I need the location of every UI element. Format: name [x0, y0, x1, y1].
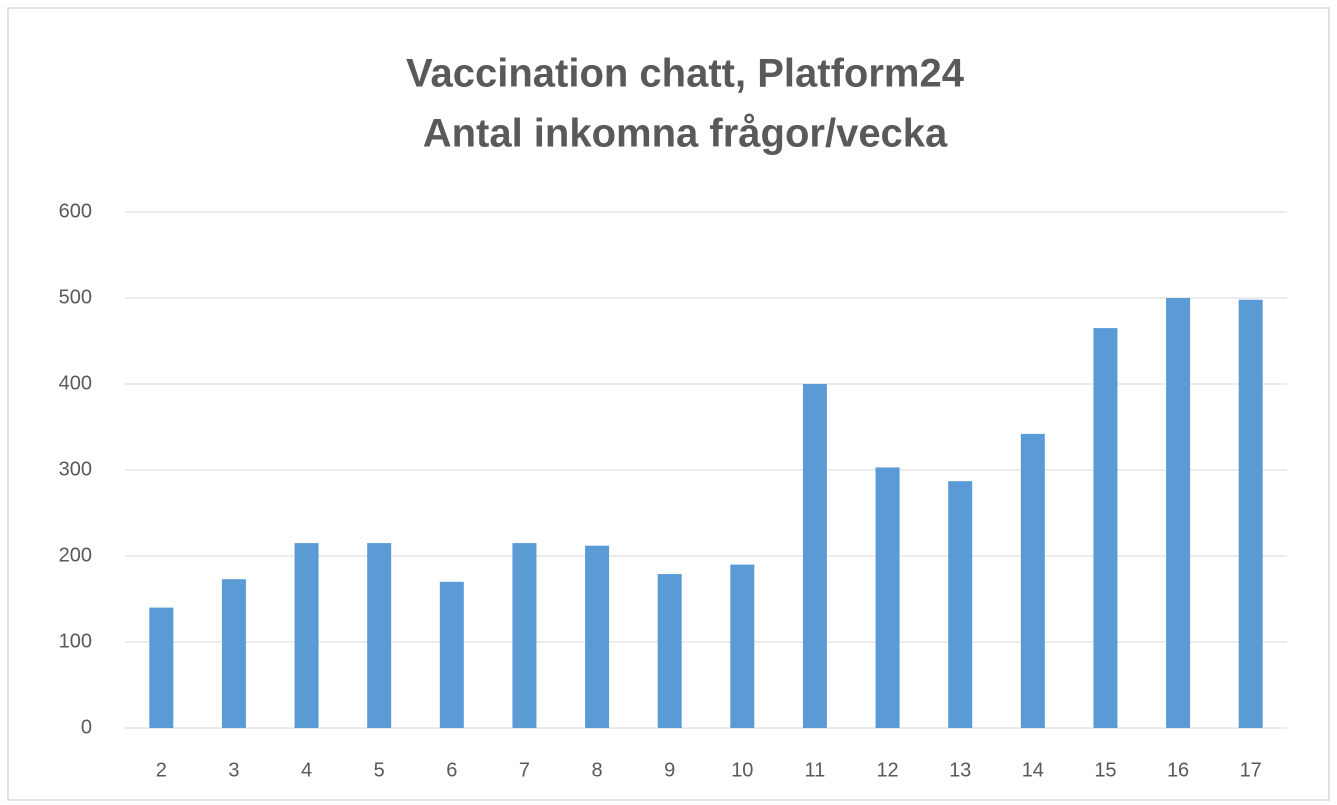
- x-tick-label: 12: [876, 759, 898, 781]
- y-tick-label: 0: [81, 716, 92, 738]
- x-tick-label: 16: [1167, 759, 1189, 781]
- x-tick-label: 14: [1022, 759, 1044, 781]
- y-tick-label: 600: [59, 200, 92, 222]
- bar: [585, 545, 610, 728]
- x-tick-label: 4: [301, 759, 312, 781]
- x-tick-label: 6: [446, 759, 457, 781]
- bar: [367, 543, 392, 728]
- y-tick-label: 100: [59, 630, 92, 652]
- bar: [1166, 298, 1191, 728]
- bar: [294, 543, 319, 728]
- y-tick-label: 500: [59, 286, 92, 308]
- x-tick-label: 17: [1240, 759, 1262, 781]
- x-tick-label: 3: [228, 759, 239, 781]
- bar: [221, 579, 246, 728]
- y-tick-label: 200: [59, 544, 92, 566]
- x-tick-label: 10: [731, 759, 753, 781]
- chart-title: Vaccination chatt, Platform24: [406, 52, 965, 96]
- bar: [1093, 328, 1118, 728]
- y-tick-label: 300: [59, 458, 92, 480]
- bar: [1238, 299, 1263, 728]
- x-tick-label: 2: [156, 759, 167, 781]
- bar: [948, 481, 973, 728]
- chart-title: Antal inkomna frågor/vecka: [423, 112, 948, 156]
- y-tick-label: 400: [59, 372, 92, 394]
- x-tick-label: 13: [949, 759, 971, 781]
- bar: [657, 574, 682, 728]
- bar: [1020, 433, 1045, 728]
- x-tick-label: 15: [1094, 759, 1116, 781]
- bar: [439, 581, 464, 728]
- x-tick-label: 11: [805, 759, 826, 781]
- bar: [875, 467, 900, 728]
- x-tick-label: 5: [374, 759, 385, 781]
- bar: [512, 543, 537, 728]
- bar: [730, 564, 755, 728]
- bar: [802, 384, 827, 728]
- x-tick-label: 7: [519, 759, 530, 781]
- x-tick-label: 8: [592, 759, 603, 781]
- bar: [149, 607, 174, 728]
- x-tick-label: 9: [664, 759, 675, 781]
